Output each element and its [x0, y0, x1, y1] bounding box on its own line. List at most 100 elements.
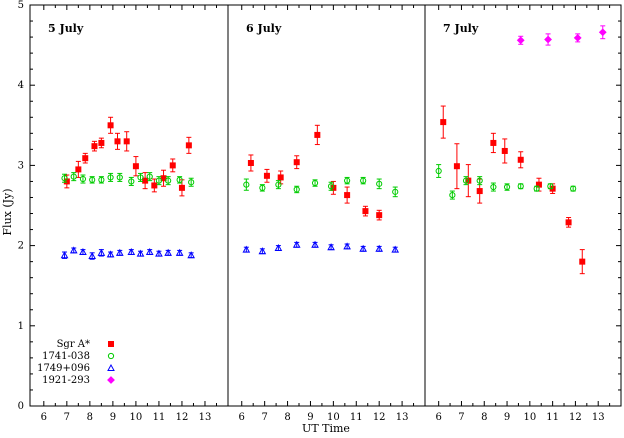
diamond-marker: [598, 28, 607, 37]
data-point: [155, 176, 163, 186]
y-axis-title: Flux (Jy): [1, 188, 14, 235]
y-tick-label: 1: [18, 321, 24, 332]
data-point: [123, 131, 130, 152]
data-point: [517, 151, 524, 169]
square-marker: [98, 139, 105, 146]
square-marker: [314, 131, 321, 138]
square-marker: [91, 143, 98, 150]
square-marker: [362, 208, 369, 215]
data-point: [106, 250, 115, 258]
triangle-marker: [79, 247, 87, 256]
circle-marker: [490, 183, 497, 191]
data-point: [359, 244, 367, 252]
square-marker: [247, 159, 254, 166]
circle-marker: [311, 179, 319, 187]
x-axes: 6 7 8 9 10 11 12 13 6 7 8 9 10 11 12 13 6 7 8 9 10 11 12 13: [41, 5, 611, 423]
x-tick-label: 11: [546, 412, 559, 423]
data-point: [311, 179, 319, 187]
circle-marker: [517, 183, 524, 190]
data-point: [128, 176, 135, 186]
x-tick-label: 11: [350, 412, 363, 423]
x-tick-label: 7: [64, 412, 70, 423]
x-tick-label: 6: [41, 412, 47, 423]
data-point: [61, 173, 68, 183]
x-tick-label: 6: [239, 412, 245, 423]
data-point: [187, 251, 196, 259]
x-tick-label: 8: [284, 412, 290, 423]
circle-marker: [89, 176, 96, 183]
data-point: [501, 138, 508, 164]
panel-frames: [29, 4, 622, 407]
x-tick-label: 13: [396, 412, 409, 423]
data-point: [490, 182, 497, 192]
circle-marker: [128, 178, 135, 185]
panel-title-2: 6 July: [246, 22, 282, 35]
y-tick-label: 4: [18, 80, 24, 91]
square-marker: [114, 138, 121, 145]
panel-title-3: 7 July: [443, 22, 479, 35]
data-point: [360, 176, 367, 185]
data-point: [243, 178, 250, 191]
data-point: [60, 251, 69, 259]
circle-marker: [79, 175, 87, 183]
circle-marker: [293, 186, 300, 193]
data-point: [547, 183, 554, 190]
data-point: [116, 172, 123, 182]
data-point: [97, 248, 106, 257]
legend-marker: [107, 376, 115, 384]
y-tick-label: 3: [18, 160, 24, 171]
square-marker: [75, 166, 82, 173]
x-tick-label: 12: [373, 412, 386, 423]
data-point: [70, 172, 77, 182]
data-point: [79, 174, 87, 184]
x-tick-label: 12: [569, 412, 582, 423]
legend-marker: [107, 363, 115, 371]
square-marker: [476, 188, 483, 195]
circle-marker: [449, 191, 456, 199]
square-marker: [565, 219, 572, 226]
data-point: [185, 136, 192, 154]
data-point: [503, 183, 511, 191]
x-tick-label: 13: [199, 412, 212, 423]
triangle-marker: [391, 245, 400, 253]
square-marker: [517, 156, 524, 163]
data-point: [258, 247, 267, 255]
data-point: [88, 251, 97, 260]
circle-marker: [570, 185, 577, 192]
data-point: [169, 158, 176, 173]
triangle-marker: [311, 240, 319, 248]
legend-label: Sgr A*: [57, 339, 90, 350]
data-point: [79, 247, 87, 256]
square-marker: [107, 122, 114, 129]
square-marker: [440, 119, 447, 126]
data-point: [490, 132, 497, 154]
square-marker: [579, 258, 586, 265]
data-point: [259, 184, 266, 192]
data-point: [165, 176, 172, 186]
data-point: [263, 168, 270, 183]
data-point: [517, 183, 524, 190]
data-point: [327, 181, 335, 191]
data-point: [391, 245, 400, 253]
y-tick-label: 0: [18, 401, 24, 412]
data-point: [176, 176, 183, 184]
square-marker: [123, 138, 130, 145]
data-point: [449, 190, 456, 200]
triangle-marker: [97, 248, 106, 256]
square-marker: [535, 181, 542, 188]
circle-marker: [392, 188, 399, 195]
triangle-marker: [60, 251, 69, 259]
square-marker: [178, 184, 185, 191]
circle-marker: [107, 352, 115, 360]
circle-marker: [155, 177, 163, 184]
plot-frame: [29, 4, 622, 407]
circle-marker: [360, 177, 367, 184]
triangle-marker: [274, 243, 283, 252]
x-tick-label: 11: [153, 412, 166, 423]
data-point: [82, 152, 89, 164]
triangle-marker: [359, 244, 367, 252]
circle-marker: [376, 180, 383, 187]
square-marker: [82, 155, 89, 162]
x-tick-label: 7: [261, 412, 267, 423]
